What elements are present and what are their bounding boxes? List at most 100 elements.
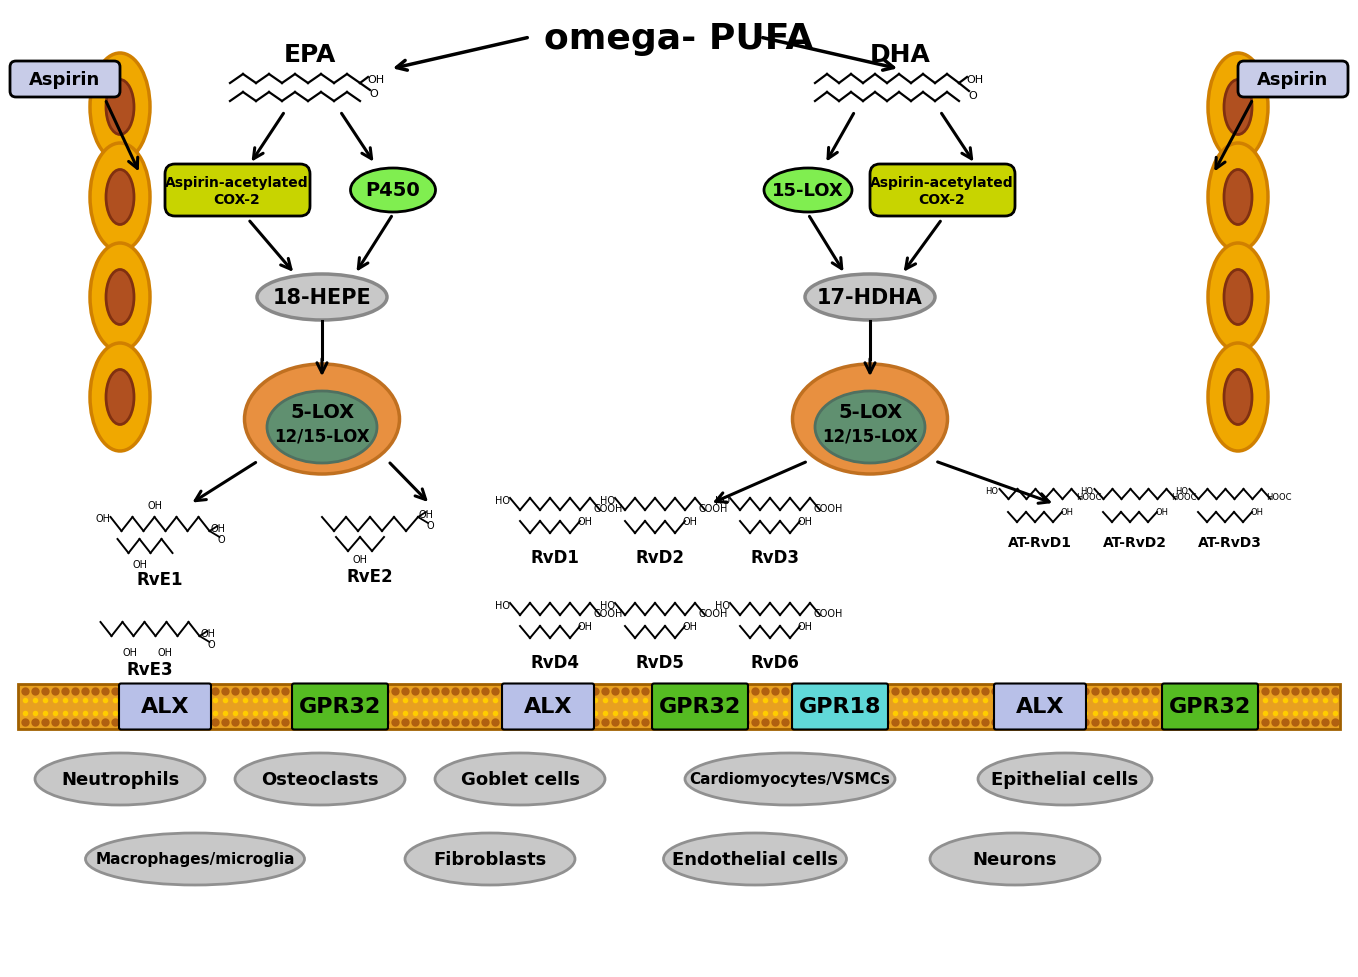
- Text: Neutrophils: Neutrophils: [61, 770, 179, 788]
- Ellipse shape: [106, 80, 134, 136]
- Ellipse shape: [1209, 243, 1268, 352]
- Text: OH: OH: [797, 517, 812, 527]
- Text: HO: HO: [599, 495, 615, 505]
- Ellipse shape: [86, 833, 304, 885]
- Text: Aspirin-acetylated: Aspirin-acetylated: [870, 176, 1014, 190]
- Text: AT-RvD2: AT-RvD2: [1103, 535, 1167, 549]
- Text: OH: OH: [122, 648, 137, 658]
- FancyBboxPatch shape: [1238, 62, 1348, 98]
- Text: HO: HO: [1080, 487, 1093, 496]
- Text: O: O: [369, 89, 379, 99]
- Text: OH: OH: [158, 648, 172, 658]
- Text: HO: HO: [599, 601, 615, 611]
- Text: HOOC: HOOC: [1171, 493, 1196, 502]
- FancyBboxPatch shape: [994, 684, 1086, 730]
- Text: HO: HO: [985, 487, 998, 496]
- Text: GPR32: GPR32: [659, 697, 741, 717]
- Text: COOH: COOH: [593, 609, 623, 618]
- FancyBboxPatch shape: [1162, 684, 1258, 730]
- Text: Aspirin: Aspirin: [1258, 71, 1328, 89]
- Text: OH: OH: [418, 509, 433, 520]
- Ellipse shape: [1224, 170, 1252, 226]
- Ellipse shape: [257, 275, 387, 320]
- Ellipse shape: [1224, 80, 1252, 136]
- Ellipse shape: [106, 170, 134, 226]
- Text: O: O: [968, 91, 978, 101]
- Text: OH: OH: [210, 524, 225, 533]
- Text: COOH: COOH: [813, 609, 843, 618]
- FancyBboxPatch shape: [502, 684, 593, 730]
- Text: ALX: ALX: [1016, 697, 1065, 717]
- Ellipse shape: [106, 271, 134, 325]
- Text: OH: OH: [147, 500, 162, 510]
- Text: omega- PUFA: omega- PUFA: [545, 21, 813, 56]
- Text: Fibroblasts: Fibroblasts: [433, 850, 547, 869]
- FancyBboxPatch shape: [292, 684, 388, 730]
- Text: RvD3: RvD3: [751, 548, 800, 567]
- Ellipse shape: [235, 753, 405, 805]
- Text: O: O: [208, 639, 216, 650]
- Text: RvD1: RvD1: [531, 548, 580, 567]
- FancyBboxPatch shape: [166, 165, 310, 217]
- Ellipse shape: [793, 364, 948, 475]
- Text: OH: OH: [200, 628, 215, 638]
- Ellipse shape: [1209, 54, 1268, 162]
- Text: OH: OH: [967, 75, 983, 85]
- Text: HO: HO: [1175, 487, 1188, 496]
- Text: 12/15-LOX: 12/15-LOX: [274, 428, 369, 446]
- Text: OH: OH: [577, 517, 592, 527]
- Text: COOH: COOH: [698, 609, 728, 618]
- Ellipse shape: [90, 54, 149, 162]
- FancyBboxPatch shape: [10, 62, 120, 98]
- Ellipse shape: [268, 392, 378, 463]
- Text: ALX: ALX: [524, 697, 572, 717]
- Text: OH: OH: [353, 554, 368, 565]
- Text: O: O: [217, 534, 225, 544]
- Ellipse shape: [978, 753, 1152, 805]
- Ellipse shape: [1209, 344, 1268, 451]
- Text: EPA: EPA: [284, 43, 337, 67]
- Text: Macrophages/microglia: Macrophages/microglia: [95, 852, 295, 867]
- Text: RvD2: RvD2: [636, 548, 684, 567]
- Text: COX-2: COX-2: [213, 192, 261, 207]
- Text: OH: OH: [132, 560, 147, 570]
- Text: Epithelial cells: Epithelial cells: [991, 770, 1138, 788]
- Text: OH: OH: [368, 75, 384, 85]
- Text: 12/15-LOX: 12/15-LOX: [822, 428, 918, 446]
- Text: OH: OH: [683, 517, 698, 527]
- Text: OH: OH: [1156, 508, 1168, 517]
- Text: GPR32: GPR32: [1169, 697, 1251, 717]
- Text: OH: OH: [797, 621, 812, 631]
- Text: COOH: COOH: [593, 503, 623, 514]
- Ellipse shape: [435, 753, 606, 805]
- Ellipse shape: [90, 344, 149, 451]
- Text: Cardiomyocytes/VSMCs: Cardiomyocytes/VSMCs: [690, 772, 891, 786]
- Text: DHA: DHA: [869, 43, 930, 67]
- Text: Neurons: Neurons: [972, 850, 1058, 869]
- Text: RvE3: RvE3: [126, 660, 174, 678]
- Text: OH: OH: [1061, 508, 1074, 517]
- Text: AT-RvD3: AT-RvD3: [1198, 535, 1262, 549]
- Text: AT-RvD1: AT-RvD1: [1008, 535, 1071, 549]
- Text: OH: OH: [683, 621, 698, 631]
- Text: HO: HO: [714, 495, 729, 505]
- Ellipse shape: [1224, 370, 1252, 425]
- Ellipse shape: [930, 833, 1100, 885]
- Ellipse shape: [106, 370, 134, 425]
- Text: COX-2: COX-2: [918, 192, 966, 207]
- Text: HO: HO: [494, 601, 509, 611]
- Text: HOOC: HOOC: [1076, 493, 1101, 502]
- Text: 18-HEPE: 18-HEPE: [273, 287, 371, 308]
- FancyBboxPatch shape: [870, 165, 1014, 217]
- Ellipse shape: [405, 833, 574, 885]
- Ellipse shape: [35, 753, 205, 805]
- Text: OH: OH: [95, 514, 110, 524]
- Text: RvE1: RvE1: [137, 571, 183, 588]
- Text: Aspirin-acetylated: Aspirin-acetylated: [166, 176, 308, 190]
- Text: RvD4: RvD4: [531, 654, 580, 671]
- Text: Aspirin: Aspirin: [30, 71, 100, 89]
- Text: Osteoclasts: Osteoclasts: [261, 770, 379, 788]
- Ellipse shape: [90, 243, 149, 352]
- Text: O: O: [426, 521, 433, 531]
- Text: GPR32: GPR32: [299, 697, 382, 717]
